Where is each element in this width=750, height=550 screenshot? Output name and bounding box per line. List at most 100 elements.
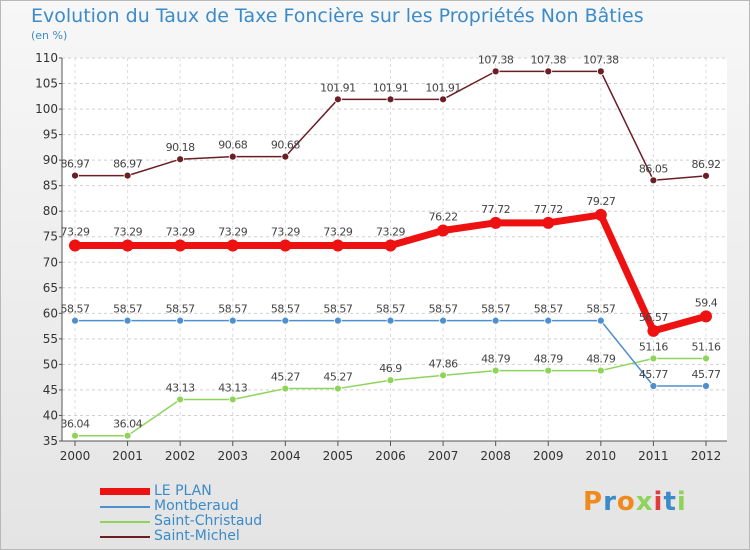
data-label-montberaud: 58.57: [271, 303, 300, 316]
data-label-le-plan: 59.4: [695, 296, 718, 309]
data-label-saint-christaud: 51.16: [639, 340, 668, 353]
x-tick-label: 2002: [165, 449, 196, 463]
data-label-montberaud: 58.57: [429, 303, 458, 316]
data-label-saint-michel: 90.68: [218, 139, 247, 152]
data-point-le-plan: [279, 239, 292, 252]
data-label-saint-michel: 86.05: [639, 162, 668, 175]
y-tick-label: 75: [43, 230, 58, 244]
legend-label-le-plan: LE PLAN: [154, 483, 212, 499]
data-point-saint-michel: [281, 152, 290, 161]
data-label-saint-christaud: 48.79: [534, 353, 563, 366]
data-label-saint-michel: 90.68: [271, 139, 300, 152]
data-point-saint-michel: [71, 171, 79, 180]
data-point-saint-michel: [176, 155, 185, 164]
logo-letter: o: [616, 487, 636, 517]
data-label-saint-michel: 86.92: [692, 158, 721, 171]
data-label-saint-michel: 107.38: [478, 53, 514, 66]
y-tick-label: 100: [35, 102, 58, 116]
data-label-saint-christaud: 43.13: [218, 381, 247, 394]
x-tick-label: 2009: [533, 449, 564, 463]
data-point-montberaud: [123, 316, 132, 325]
data-label-montberaud: 58.57: [534, 303, 563, 316]
x-tick-label: 2006: [375, 449, 406, 463]
data-label-saint-christaud: 45.27: [323, 371, 352, 384]
data-label-montberaud: 58.57: [323, 303, 352, 316]
proxiti-logo: Proxiti: [583, 487, 687, 517]
x-tick-label: 2003: [217, 449, 248, 463]
data-label-saint-michel: 107.38: [531, 53, 567, 66]
data-point-le-plan: [700, 310, 712, 323]
x-tick-label: 2010: [586, 449, 617, 463]
data-label-montberaud: 58.57: [218, 303, 247, 316]
data-point-montberaud: [176, 316, 185, 325]
data-point-saint-michel: [544, 67, 553, 76]
data-label-le-plan: 77.72: [481, 203, 510, 216]
x-tick-label: 2005: [323, 449, 354, 463]
data-point-saint-christaud: [649, 354, 658, 363]
data-point-saint-michel: [334, 95, 342, 104]
y-tick-label: 35: [43, 434, 58, 448]
unit-label: (en %): [31, 29, 68, 42]
data-point-saint-christaud: [123, 431, 132, 440]
y-tick-label: 105: [35, 77, 58, 91]
data-label-saint-michel: 101.91: [320, 81, 356, 94]
data-point-saint-michel: [228, 152, 237, 161]
x-tick-label: 2000: [60, 449, 91, 463]
y-tick-label: 110: [35, 51, 58, 65]
legend-swatch-le-plan: [100, 488, 150, 495]
logo-letter: P: [583, 487, 604, 517]
legend-swatch-saint-christaud: [100, 521, 150, 523]
data-label-montberaud: 58.57: [586, 303, 615, 316]
legend-label-saint-christaud: Saint-Christaud: [154, 513, 263, 529]
data-point-le-plan: [121, 239, 134, 252]
data-label-montberaud: 45.77: [692, 368, 721, 381]
logo-letter: r: [603, 487, 617, 517]
legend-swatch-montberaud: [100, 506, 150, 508]
data-point-montberaud: [281, 316, 290, 325]
data-label-saint-michel: 90.18: [166, 141, 195, 154]
chart-title: Evolution du Taux de Taxe Foncière sur l…: [31, 5, 644, 27]
data-label-montberaud: 58.57: [481, 303, 510, 316]
data-label-saint-christaud: 36.04: [113, 418, 142, 431]
data-point-saint-christaud: [439, 371, 447, 380]
data-point-saint-michel: [596, 67, 605, 76]
y-tick-label: 70: [43, 255, 58, 269]
legend-label-saint-michel: Saint-Michel: [154, 528, 240, 544]
data-point-montberaud: [228, 316, 237, 325]
data-label-saint-michel: 107.38: [583, 53, 619, 66]
legend-label-montberaud: Montberaud: [154, 498, 239, 514]
data-point-montberaud: [334, 316, 342, 325]
data-point-saint-michel: [649, 176, 658, 185]
logo-letter: t: [663, 487, 677, 517]
data-label-le-plan: 73.29: [218, 225, 247, 238]
x-tick-label: 2012: [691, 449, 722, 463]
data-label-montberaud: 58.57: [113, 303, 142, 316]
y-tick-label: 40: [43, 408, 58, 422]
data-label-saint-michel: 101.91: [425, 81, 461, 94]
y-tick-label: 50: [43, 357, 58, 371]
data-point-montberaud: [386, 316, 395, 325]
data-point-le-plan: [331, 239, 344, 252]
data-label-saint-christaud: 48.79: [481, 353, 510, 366]
data-label-saint-christaud: 48.79: [586, 353, 615, 366]
data-label-le-plan: 77.72: [534, 203, 563, 216]
data-point-le-plan: [384, 239, 397, 252]
data-point-saint-christaud: [334, 384, 342, 393]
logo-letter: x: [635, 487, 654, 517]
data-label-montberaud: 45.77: [639, 368, 668, 381]
data-point-saint-christaud: [228, 395, 237, 404]
data-point-saint-michel: [439, 95, 447, 104]
data-point-montberaud: [71, 316, 79, 325]
data-point-saint-michel: [702, 171, 710, 180]
data-point-saint-christaud: [71, 431, 79, 440]
data-label-le-plan: 73.29: [323, 225, 352, 238]
data-label-saint-michel: 86.97: [113, 158, 142, 171]
data-point-le-plan: [542, 216, 555, 229]
logo-letter: i: [653, 487, 664, 517]
data-point-le-plan: [489, 216, 502, 229]
data-point-saint-michel: [491, 67, 500, 76]
data-point-saint-christaud: [544, 366, 553, 375]
y-tick-label: 85: [43, 179, 58, 193]
data-label-le-plan: 56.57: [639, 311, 668, 324]
